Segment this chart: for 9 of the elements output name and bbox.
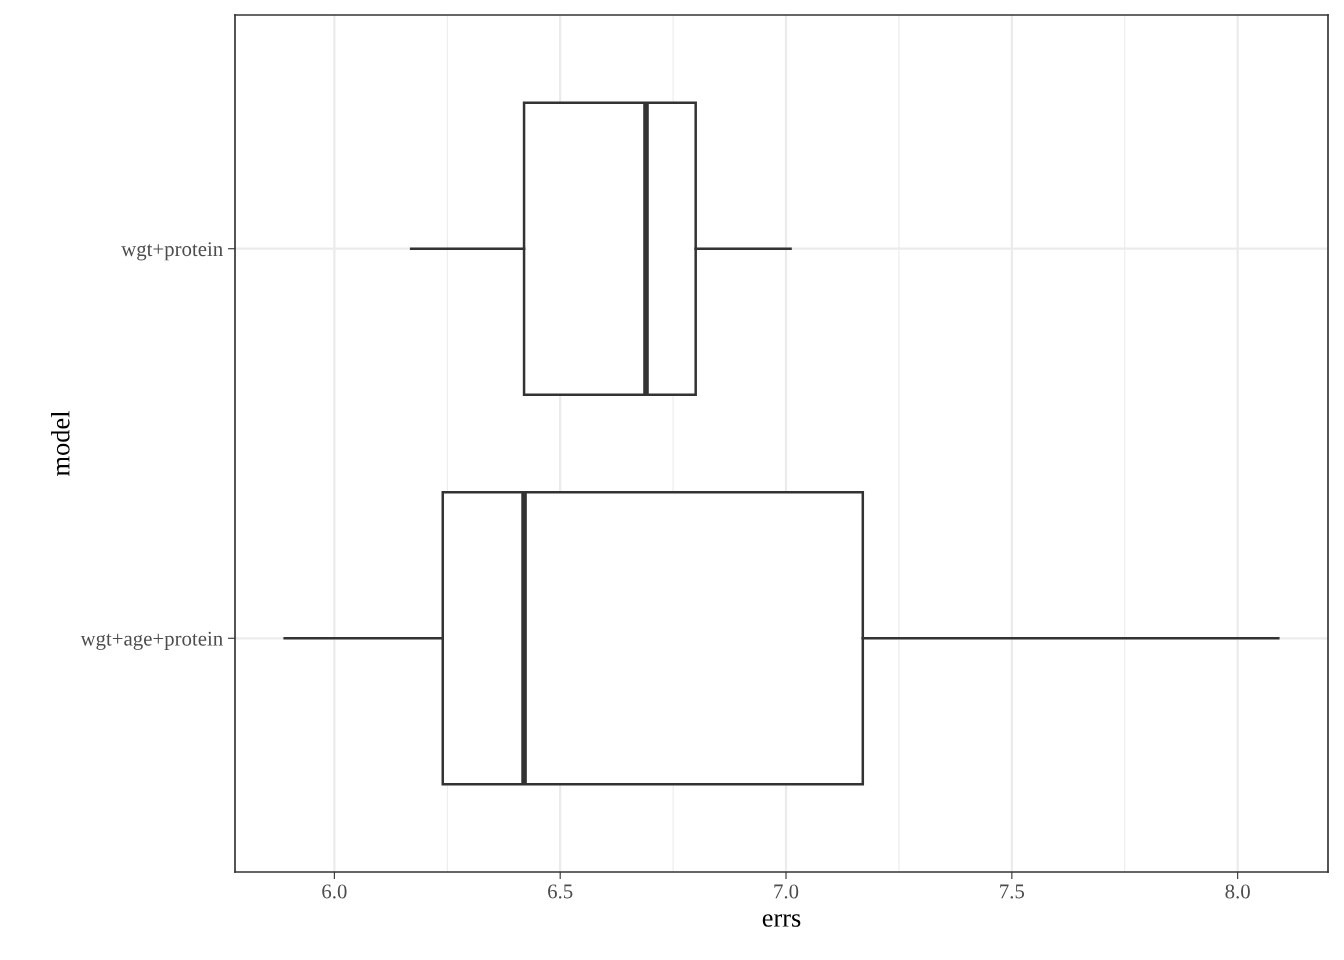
y-axis-title: model bbox=[51, 411, 70, 476]
x-tick-label: 6.5 bbox=[548, 884, 573, 899]
y-tick-label: wgt+age+protein bbox=[80, 631, 223, 650]
x-axis-title: errs bbox=[762, 914, 801, 927]
x-tick-label: 7.5 bbox=[1000, 884, 1025, 899]
x-tick-label: 8.0 bbox=[1225, 884, 1250, 899]
x-tick-label: 6.0 bbox=[322, 884, 347, 899]
x-tick-label: 7.0 bbox=[774, 884, 799, 899]
y-tick-label: wgt+protein bbox=[121, 242, 223, 261]
